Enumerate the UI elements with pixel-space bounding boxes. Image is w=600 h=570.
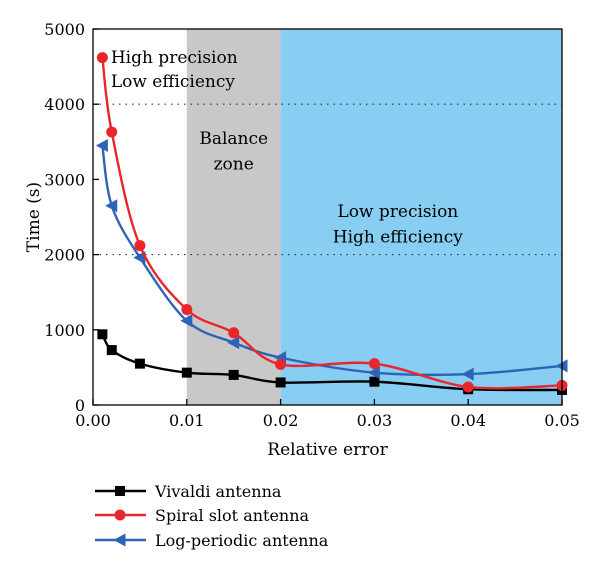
region-label-0-1: zone [214, 155, 254, 175]
region-label-1-0: Low precision [337, 202, 458, 222]
data-point-2-0 [95, 139, 108, 153]
region-1 [280, 29, 562, 405]
y-tick-label-4: 4000 [44, 95, 85, 114]
data-point-0-6 [369, 376, 380, 387]
data-point-0-5 [275, 377, 286, 388]
series-line-0 [101, 333, 563, 392]
x-tick-label-4: 0.04 [450, 411, 486, 430]
axes: 0.00 0.01 0.02 0.03 0.04 0.05 0 1000 2000 3000 400… [24, 20, 580, 460]
data-point-1-7 [462, 381, 474, 393]
x-tick-label-3: 0.03 [357, 411, 393, 430]
y-tick-label-3: 3000 [44, 170, 85, 189]
x-tick-label-2: 0.02 [263, 411, 299, 430]
region-label-1-1: High efficiency [333, 228, 464, 248]
plot-frame [92, 28, 563, 406]
data-point-1-5 [275, 358, 287, 370]
series-1 [96, 52, 568, 393]
data-point-2-2 [133, 251, 146, 265]
legend-item-1: Spiral slot antenna [95, 506, 310, 525]
data-point-0-2 [134, 358, 145, 369]
y-axis-label: Time (s) [24, 182, 44, 252]
region-labels: Balance zone Low precision High efficiency H… [111, 48, 464, 248]
legend-label-2: Log-periodic antenna [155, 531, 329, 550]
data-point-2-6 [367, 366, 380, 380]
data-point-0-0 [97, 329, 108, 340]
y-tick-label-1: 1000 [44, 321, 85, 340]
data-point-1-3 [181, 303, 193, 315]
x-axis-label: Relative error [267, 440, 388, 460]
data-point-2-7 [461, 367, 474, 381]
x-tick-label-1: 0.01 [169, 411, 205, 430]
data-point-2-3 [180, 314, 193, 328]
legend-marker-1 [114, 509, 126, 521]
legend-item-2: Log-periodic antenna [95, 531, 329, 550]
annotation-0-1: Low efficiency [111, 72, 236, 92]
data-point-1-0 [96, 52, 108, 64]
legend-label-1: Spiral slot antenna [155, 506, 310, 525]
data-point-0-1 [106, 345, 117, 356]
reference-lines [93, 103, 562, 256]
data-point-2-1 [105, 199, 118, 213]
plot-background [186, 29, 562, 405]
legend-marker-0 [115, 486, 125, 496]
x-tick-label-5: 0.05 [544, 411, 580, 430]
region-label-0-0: Balance [199, 129, 268, 149]
legend: Vivaldi antenna Spiral slot antenna Log-pe… [95, 482, 329, 550]
legend-item-0: Vivaldi antenna [95, 482, 282, 501]
legend-marker-2 [113, 533, 126, 547]
y-tick-label-2: 2000 [44, 246, 85, 265]
data-point-2-4 [227, 336, 240, 350]
data-point-1-6 [368, 358, 380, 370]
data-point-0-4 [228, 369, 239, 380]
y-tick-label-0: 0 [75, 396, 85, 415]
legend-label-0: Vivaldi antenna [154, 482, 282, 501]
annotation-0-0: High precision [111, 48, 238, 68]
data-point-1-2 [134, 240, 146, 252]
data-point-1-4 [228, 327, 240, 339]
y-tick-label-5: 5000 [44, 20, 85, 39]
x-tick-label-0: 0.00 [75, 411, 111, 430]
data-point-1-1 [106, 126, 118, 138]
data-point-0-3 [181, 367, 192, 378]
series-line-2 [101, 145, 563, 377]
